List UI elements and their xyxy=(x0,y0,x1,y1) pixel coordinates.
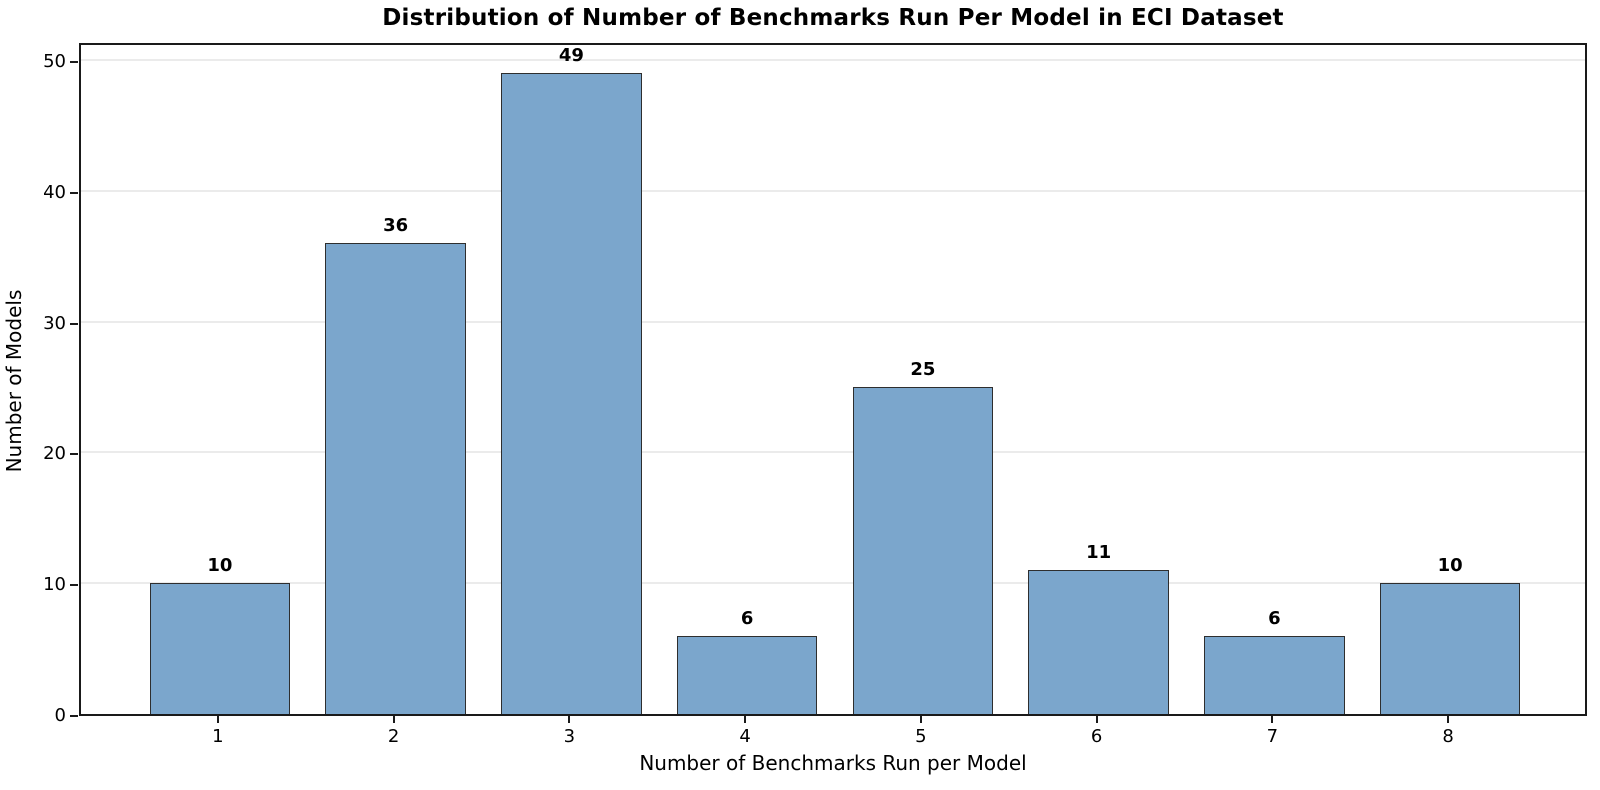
y-tick-label-50: 50 xyxy=(43,50,66,72)
bar-category-2 xyxy=(325,243,466,714)
x-tick-mark-2 xyxy=(392,716,395,723)
y-axis-label: Number of Models xyxy=(2,289,26,473)
y-tick-mark-50 xyxy=(70,60,78,63)
y-tick-mark-20 xyxy=(70,453,78,456)
x-tick-mark-3 xyxy=(568,716,571,723)
y-tick-mark-0 xyxy=(70,715,78,717)
x-tick-label-4: 4 xyxy=(739,726,751,747)
x-tick-mark-7 xyxy=(1271,716,1274,723)
chart-title: Distribution of Number of Benchmarks Run… xyxy=(382,5,1284,31)
gridline-y-50 xyxy=(81,58,1585,61)
bar-value-label-3: 49 xyxy=(558,45,584,67)
bar-category-6 xyxy=(1028,570,1169,714)
x-tick-mark-5 xyxy=(919,716,922,723)
x-tick-mark-4 xyxy=(744,716,747,723)
bar-value-label-2: 36 xyxy=(383,215,409,237)
y-tick-label-30: 30 xyxy=(43,312,66,334)
bar-category-5 xyxy=(852,386,994,714)
y-tick-label-20: 20 xyxy=(43,443,66,465)
bar-category-4 xyxy=(676,635,818,714)
y-tick-mark-40 xyxy=(70,191,78,194)
gridline-y-20 xyxy=(81,451,1585,454)
x-tick-label-3: 3 xyxy=(563,726,576,747)
x-axis-label: Number of Benchmarks Run per Model xyxy=(639,751,1027,775)
y-tick-label-10: 10 xyxy=(43,574,66,596)
x-tick-mark-6 xyxy=(1095,716,1098,723)
bar-category-1 xyxy=(149,583,291,714)
x-tick-label-1: 1 xyxy=(212,726,224,747)
x-tick-label-5: 5 xyxy=(915,726,927,747)
gridline-y-30 xyxy=(81,320,1585,323)
y-tick-mark-10 xyxy=(70,584,78,587)
x-tick-mark-1 xyxy=(216,716,219,723)
bar-category-7 xyxy=(1204,635,1345,714)
bar-value-label-8: 10 xyxy=(1437,555,1463,577)
bar-value-label-5: 25 xyxy=(910,358,936,380)
y-tick-mark-30 xyxy=(70,322,78,325)
bar-category-3 xyxy=(501,73,642,714)
plot-area: 10 36 49 6 25 11 6 10 xyxy=(79,43,1587,716)
bar-value-label-1: 10 xyxy=(207,555,233,577)
gridline-y-10 xyxy=(81,582,1585,585)
gridline-y-40 xyxy=(81,189,1585,192)
x-tick-label-8: 8 xyxy=(1442,726,1454,747)
y-tick-label-0: 0 xyxy=(54,705,66,726)
y-tick-label-40: 40 xyxy=(43,181,66,203)
x-tick-mark-8 xyxy=(1447,716,1450,723)
x-tick-label-7: 7 xyxy=(1266,726,1279,747)
x-tick-label-2: 2 xyxy=(387,726,400,747)
bar-category-8 xyxy=(1379,583,1521,714)
x-tick-label-6: 6 xyxy=(1090,726,1103,747)
bar-value-label-6: 11 xyxy=(1086,542,1112,564)
bar-value-label-7: 6 xyxy=(1268,607,1281,629)
bar-value-label-4: 6 xyxy=(740,607,754,629)
